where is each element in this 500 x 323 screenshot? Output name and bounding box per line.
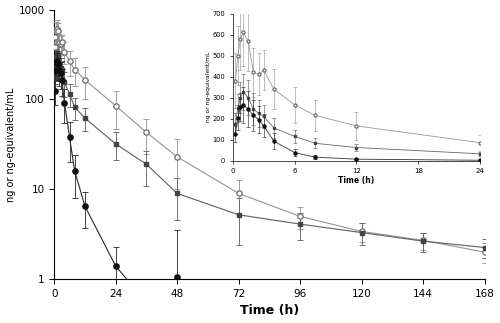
X-axis label: Time (h): Time (h) bbox=[240, 305, 299, 318]
Y-axis label: ng or ng-equivalent/mL: ng or ng-equivalent/mL bbox=[6, 87, 16, 202]
